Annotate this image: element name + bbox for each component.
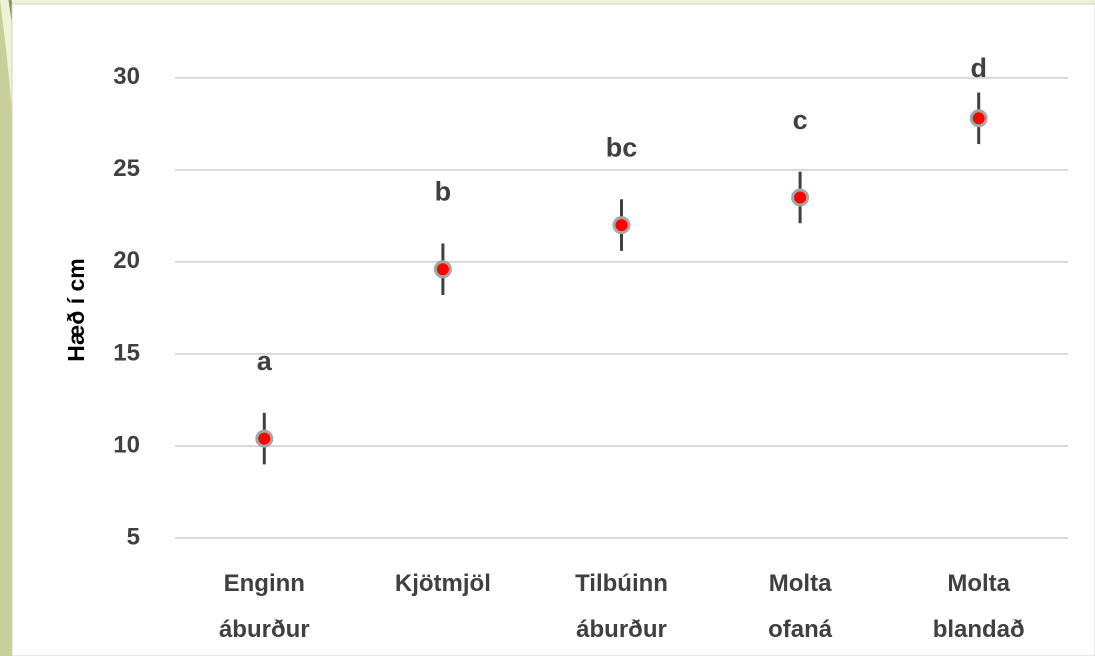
- point: [433, 260, 452, 279]
- plot-background: [11, 3, 1095, 656]
- y-tick-label: 15: [113, 339, 140, 366]
- point: [255, 429, 274, 448]
- point: [969, 109, 988, 128]
- y-tick-label: 25: [113, 155, 140, 182]
- annotation: a: [257, 346, 273, 376]
- y-axis-label: Hæð í cm: [63, 258, 89, 362]
- y-tick-label: 30: [113, 63, 140, 90]
- y-tick-label: 20: [113, 247, 140, 274]
- point: [612, 216, 631, 235]
- annotation: b: [435, 177, 452, 207]
- y-tick-label: 5: [127, 523, 140, 550]
- x-tick-label: Kjötmjöl: [395, 570, 491, 597]
- annotation: bc: [606, 132, 638, 162]
- x-tick-label: Molta ofaná: [768, 570, 833, 643]
- annotation: d: [970, 53, 987, 83]
- x-tick-label: Molta blandað: [933, 570, 1025, 643]
- y-tick-label: 10: [113, 431, 140, 458]
- x-tick-label: Tilbúinn áburður: [575, 570, 668, 643]
- x-tick-label: Enginn áburður: [219, 570, 310, 643]
- annotation: c: [793, 105, 808, 135]
- point: [791, 188, 810, 207]
